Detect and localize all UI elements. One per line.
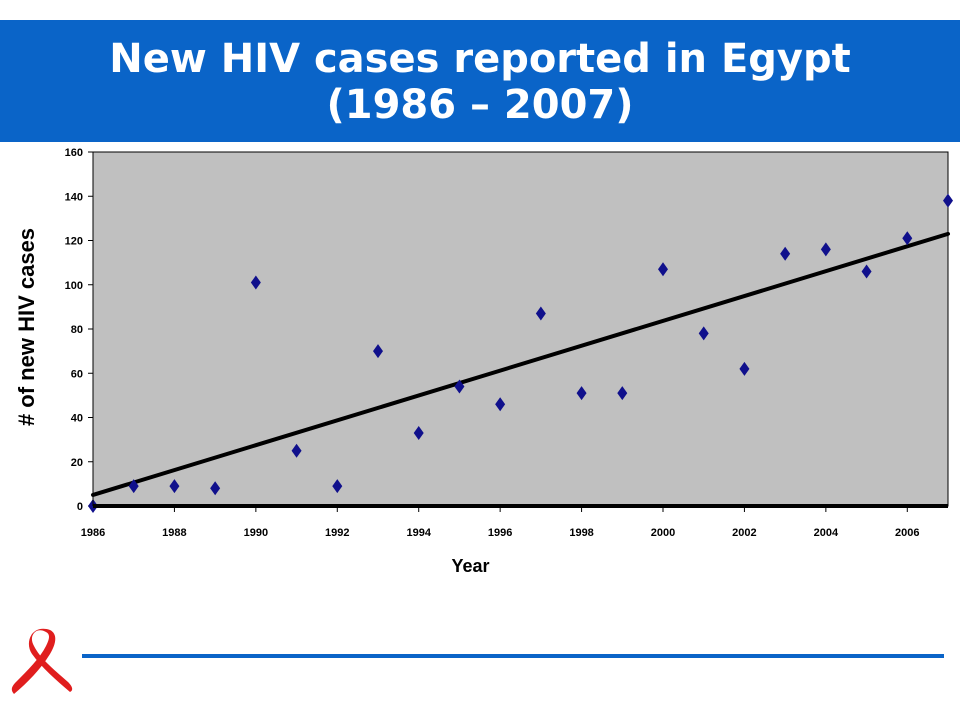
trend-layer xyxy=(91,231,950,497)
y-tick-label: 40 xyxy=(71,413,83,425)
x-tick-label: 1992 xyxy=(325,527,349,539)
x-axis-ticks: 1986 1988 1990 1992 1994 1996 1998 2000 2002 2004… xyxy=(81,506,920,539)
y-tick-label: 0 xyxy=(77,501,83,513)
slide-title-line2: (1986 – 2007) xyxy=(326,82,634,128)
y-tick-label: 160 xyxy=(65,147,83,159)
data-point-marker xyxy=(210,481,221,496)
y-axis-label: # of new HIV cases xyxy=(14,228,39,426)
data-point-marker xyxy=(739,361,750,376)
x-tick-label: 2004 xyxy=(814,527,839,539)
y-tick-label: 60 xyxy=(71,368,83,380)
x-tick-label: 1998 xyxy=(569,527,593,539)
red-ribbon-icon xyxy=(11,628,73,694)
x-tick-label: 2000 xyxy=(651,527,675,539)
data-point-marker xyxy=(698,326,709,341)
y-tick-label: 100 xyxy=(65,280,83,292)
x-axis-label: Year xyxy=(451,556,489,576)
data-point-marker xyxy=(617,386,628,401)
chart-area: 0 20 40 60 80 100 120 140 160 1986 1988 1990 1992 19… xyxy=(0,142,960,590)
y-tick-label: 20 xyxy=(71,457,83,469)
data-point-marker xyxy=(291,443,302,458)
x-tick-label: 1994 xyxy=(406,527,431,539)
data-point-marker xyxy=(454,379,465,394)
x-tick-label: 1986 xyxy=(81,527,105,539)
data-point-marker xyxy=(861,264,872,279)
title-banner: New HIV cases reported in Egypt (1986 – … xyxy=(0,20,960,142)
x-tick-label: 1988 xyxy=(162,527,186,539)
data-point-marker xyxy=(413,425,424,440)
y-axis-ticks: 0 20 40 60 80 100 120 140 160 xyxy=(65,147,93,513)
data-point-marker xyxy=(535,306,546,321)
data-point-marker xyxy=(943,193,953,208)
data-point-marker xyxy=(250,275,261,290)
plot-background xyxy=(92,151,949,507)
data-point-marker xyxy=(332,479,343,494)
x-tick-label: 2002 xyxy=(732,527,756,539)
data-point-marker xyxy=(780,246,791,261)
x-tick-label: 1996 xyxy=(488,527,512,539)
y-tick-label: 140 xyxy=(65,191,83,203)
y-tick-label: 120 xyxy=(65,236,83,248)
trend-line xyxy=(91,231,950,497)
slide-title-line1: New HIV cases reported in Egypt xyxy=(109,36,851,82)
points-layer xyxy=(88,193,953,513)
data-point-marker xyxy=(373,344,383,359)
data-point-marker xyxy=(820,242,831,257)
data-point-marker xyxy=(902,231,913,246)
y-tick-label: 80 xyxy=(71,324,83,336)
data-point-marker xyxy=(128,479,139,494)
data-point-marker xyxy=(495,397,506,412)
data-point-marker xyxy=(169,479,180,494)
x-tick-label: 1990 xyxy=(244,527,268,539)
footer-rule xyxy=(82,654,944,658)
x-tick-label: 2006 xyxy=(895,527,919,539)
data-point-marker xyxy=(576,386,587,401)
data-point-marker xyxy=(658,262,668,277)
